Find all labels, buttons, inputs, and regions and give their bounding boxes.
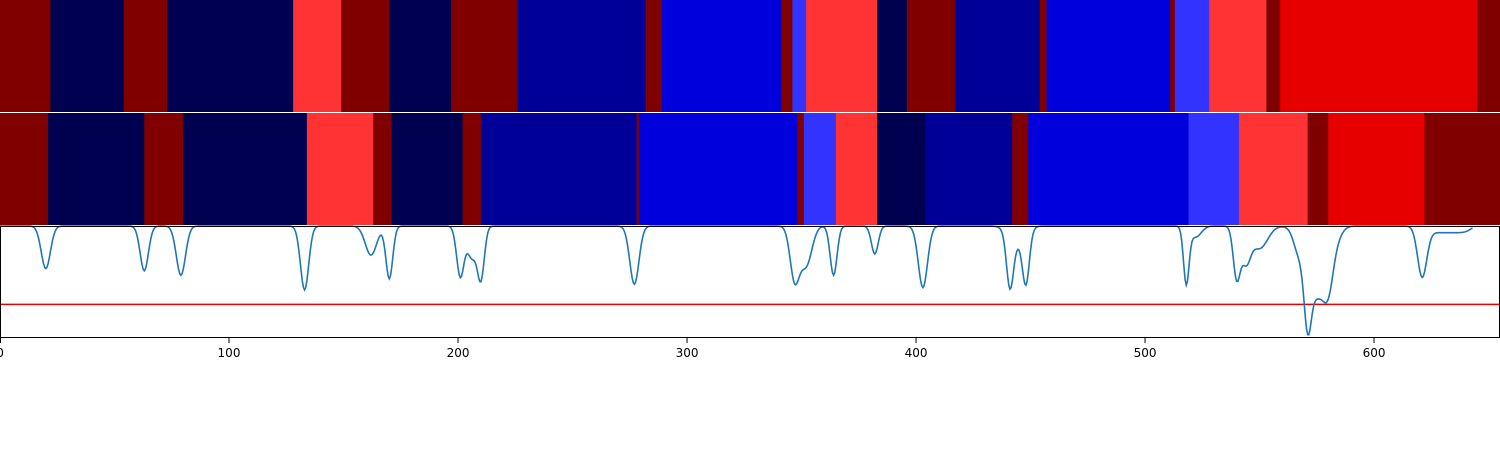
heat-segment-1-18	[1039, 0, 1048, 112]
heat-segment-2-6	[373, 113, 393, 225]
heat-segment-2-22	[1328, 113, 1426, 225]
heat-segment-2-8	[462, 113, 482, 225]
heat-segment-1-14	[806, 0, 878, 112]
heat-segment-2-3	[144, 113, 184, 225]
heatmap-row-1	[0, 0, 1500, 112]
heat-segment-1-8	[451, 0, 519, 112]
heat-segment-1-19	[1046, 0, 1171, 112]
heat-segment-1-25	[1477, 0, 1500, 112]
heat-segment-2-4	[183, 113, 308, 225]
heat-segment-2-18	[1028, 113, 1190, 225]
heat-segment-2-5	[306, 113, 374, 225]
heat-segment-2-15	[877, 113, 926, 225]
heat-segment-1-20	[1170, 0, 1176, 112]
x-tick-label-300: 300	[676, 346, 699, 360]
heat-segment-1-2	[50, 0, 125, 112]
heat-segment-2-10	[636, 113, 640, 225]
x-tick-label-0: 0	[0, 346, 4, 360]
heatmap-row-2	[0, 113, 1500, 225]
heat-segment-2-11	[638, 113, 798, 225]
heat-segment-1-9	[517, 0, 647, 112]
heat-segment-2-17	[1012, 113, 1029, 225]
heat-segment-1-23	[1266, 0, 1281, 112]
x-tick-label-200: 200	[447, 346, 470, 360]
heat-segment-1-10	[645, 0, 663, 112]
x-axis: 0 100 200 300 400 500 600	[0, 338, 1386, 360]
heat-segment-1-4	[167, 0, 294, 112]
heat-segment-2-23	[1424, 113, 1500, 225]
heat-segment-2-16	[925, 113, 1013, 225]
heat-segment-1-17	[954, 0, 1041, 112]
heat-segment-1-3	[123, 0, 168, 112]
heat-segment-1-21	[1174, 0, 1210, 112]
heat-segment-2-13	[803, 113, 837, 225]
heat-segment-1-12	[780, 0, 793, 112]
x-tick-label-600: 600	[1363, 346, 1386, 360]
heat-segment-2-21	[1307, 113, 1329, 225]
heat-segment-1-22	[1209, 0, 1268, 112]
line-panel-background	[0, 226, 1500, 338]
heat-segment-2-19	[1188, 113, 1240, 225]
x-tick-label-500: 500	[1134, 346, 1157, 360]
heat-segment-1-15	[877, 0, 908, 112]
heat-segment-1-16	[906, 0, 956, 112]
heat-segment-2-20	[1238, 113, 1309, 225]
heat-segment-2-7	[391, 113, 464, 225]
heat-segment-1-1	[0, 0, 51, 112]
heat-segment-1-24	[1280, 0, 1478, 112]
heat-segment-2-14	[835, 113, 878, 225]
heat-segment-2-9	[480, 113, 638, 225]
heat-segment-2-1	[0, 113, 49, 225]
line-panel	[0, 225, 1500, 338]
x-tick-label-400: 400	[905, 346, 928, 360]
heat-segment-1-5	[293, 0, 342, 112]
heat-segment-1-6	[341, 0, 390, 112]
heat-segment-2-12	[796, 113, 805, 225]
heat-segment-1-7	[389, 0, 452, 112]
heat-segment-1-13	[792, 0, 807, 112]
heat-segment-1-11	[661, 0, 782, 112]
x-tick-label-100: 100	[218, 346, 241, 360]
heat-segment-2-2	[48, 113, 145, 225]
